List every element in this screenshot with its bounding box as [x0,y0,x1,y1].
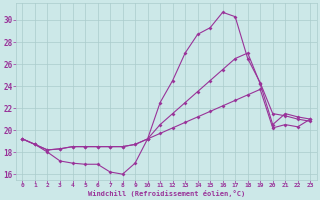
X-axis label: Windchill (Refroidissement éolien,°C): Windchill (Refroidissement éolien,°C) [88,190,245,197]
